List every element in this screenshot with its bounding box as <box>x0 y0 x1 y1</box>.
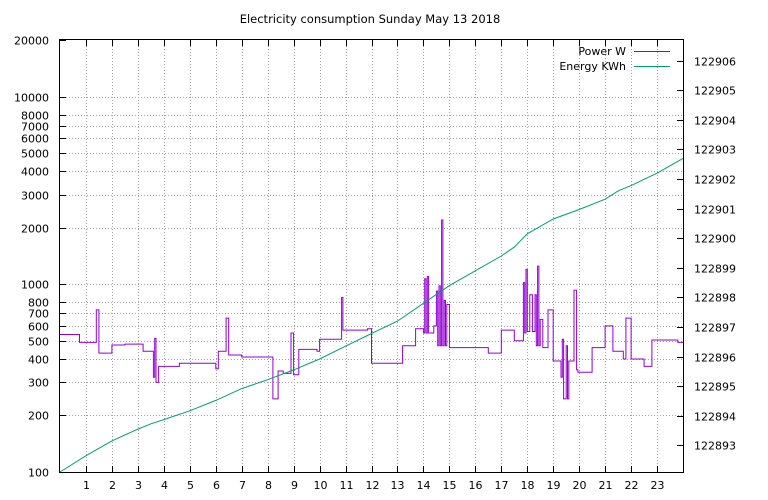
y-tick-label-right: 122902 <box>694 174 736 187</box>
legend: Power W Energy KWh <box>559 45 670 73</box>
y-tick-label-left: 700 <box>28 308 49 321</box>
y-tick-label-left: 8000 <box>21 110 49 123</box>
series-line-energy-kwh <box>59 157 684 473</box>
chart-title: Electricity consumption Sunday May 13 20… <box>240 12 501 26</box>
series-line-power-w <box>60 219 684 400</box>
x-tick-label: 23 <box>651 479 665 492</box>
y-tick-label-left: 20000 <box>14 35 49 48</box>
grid-lines <box>60 40 683 472</box>
x-tick-label: 22 <box>625 479 639 492</box>
plot-series <box>59 157 684 473</box>
y-tick-label-left: 200 <box>28 410 49 423</box>
y-tick-label-right: 122905 <box>694 85 736 98</box>
y-tick-label-right: 122894 <box>694 411 736 424</box>
x-tick-label: 14 <box>417 479 431 492</box>
x-tick-label: 6 <box>213 479 220 492</box>
x-tick-label: 18 <box>521 479 535 492</box>
y-tick-label-left: 300 <box>28 377 49 390</box>
y-tick-label-left: 10000 <box>14 92 49 105</box>
y-tick-label-left: 5000 <box>21 148 49 161</box>
legend-label-energy-kwh: Energy KWh <box>559 60 626 73</box>
x-tick-label: 21 <box>599 479 613 492</box>
x-tick-label: 5 <box>187 479 194 492</box>
y-tick-label-right: 122900 <box>694 233 736 246</box>
y-tick-label-right: 122895 <box>694 381 736 394</box>
y-tick-label-left: 6000 <box>21 133 49 146</box>
x-tick-label: 20 <box>573 479 587 492</box>
x-tick-label: 9 <box>291 479 298 492</box>
y-tick-label-left: 3000 <box>21 190 49 203</box>
y-tick-label-right: 122903 <box>694 144 736 157</box>
y-tick-label-right: 122904 <box>694 115 736 128</box>
y-tick-label-left: 2000 <box>21 223 49 236</box>
x-tick-label: 12 <box>366 479 380 492</box>
x-tick-label: 2 <box>109 479 116 492</box>
y-tick-label-left: 500 <box>28 336 49 349</box>
x-tick-label: 1 <box>83 479 90 492</box>
y-tick-label-left: 600 <box>28 321 49 334</box>
y-tick-label-left: 1000 <box>21 279 49 292</box>
y-tick-label-right: 122893 <box>694 440 736 453</box>
x-tick-label: 11 <box>340 479 354 492</box>
y-tick-label-right: 122897 <box>694 322 736 335</box>
x-tick-label: 4 <box>161 479 168 492</box>
y-tick-label-left: 800 <box>28 297 49 310</box>
y-tick-label-right: 122906 <box>694 56 736 69</box>
y-tick-label-left: 4000 <box>21 166 49 179</box>
x-tick-label: 10 <box>314 479 328 492</box>
y-tick-label-right: 122901 <box>694 204 736 217</box>
y-tick-label-left: 100 <box>28 467 49 480</box>
x-tick-label: 7 <box>239 479 246 492</box>
axis-tick-labels: 1 2 3 4 5 6 7 8 9 10 11 12 13 14 15 16 17 18 19 20 21 22 23100… <box>14 35 736 493</box>
y-tick-label-right: 122898 <box>694 292 736 305</box>
x-tick-label: 16 <box>469 479 483 492</box>
x-tick-label: 17 <box>495 479 509 492</box>
x-tick-label: 15 <box>443 479 457 492</box>
y-tick-label-left: 7000 <box>21 121 49 134</box>
legend-label-power-w: Power W <box>578 45 626 58</box>
y-tick-label-left: 400 <box>28 354 49 367</box>
x-tick-label: 3 <box>135 479 142 492</box>
x-tick-label: 8 <box>265 479 272 492</box>
plot-frame <box>59 39 684 473</box>
x-tick-label: 19 <box>547 479 561 492</box>
y-tick-label-right: 122896 <box>694 352 736 365</box>
axis-ticks <box>60 40 683 473</box>
y-tick-label-right: 122899 <box>694 263 736 276</box>
x-tick-label: 13 <box>391 479 405 492</box>
